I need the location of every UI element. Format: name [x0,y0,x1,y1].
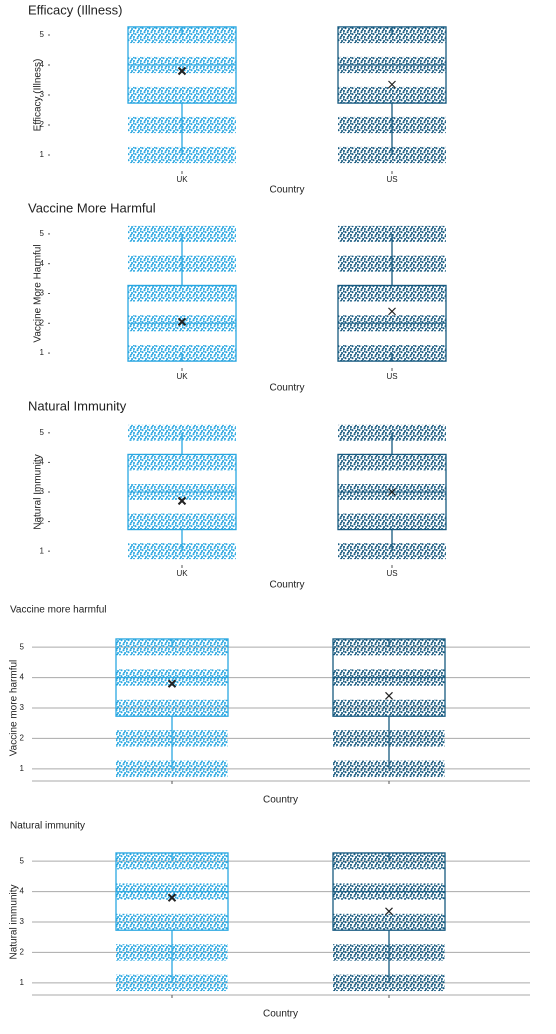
chart: Vaccine More Harmful Vaccine More Harmful… [28,200,447,394]
mean-marker [167,893,177,902]
chart: Natural Immunity Natural Immunity Country 1… [28,398,447,591]
jitter-band [338,86,446,104]
x-tick-label: US [386,175,397,184]
x-axis-label: Country [269,580,304,591]
y-tick-label: 4 [40,60,45,69]
x-axis-label: Country [269,383,304,394]
jitter-band [128,86,236,104]
x-tick-label: UK [176,372,188,381]
y-tick-label: 3 [40,289,45,298]
jitter-band [128,454,236,471]
jitter-band [116,974,228,992]
y-axis-label: Natural immunity [9,884,20,959]
mean-marker [385,691,393,700]
y-axis-label: Vaccine More Harmful [33,244,44,342]
x-tick-label: UK [176,569,188,578]
mean-marker [388,80,396,89]
y-tick-label: 4 [40,259,45,268]
jitter-band [128,424,236,441]
jitter-band [128,513,236,530]
y-axis-label: Natural Immunity [33,454,44,530]
mean-marker [385,907,393,916]
x-axis-label: Country [269,185,304,196]
mean-cross [388,488,396,496]
chart: Natural immunity Natural immunity Country 1… [9,821,530,1020]
y-tick-label: 5 [40,30,45,39]
y-tick-label: 5 [40,428,45,437]
jitter-band [338,285,446,302]
mean-marker [388,307,396,316]
y-tick-label: 3 [40,487,45,496]
y-tick-label: 2 [40,318,45,327]
jitter-band [338,345,446,362]
jitter-band [338,225,446,242]
y-tick-label: 5 [40,229,45,238]
y-tick-label: 1 [20,764,25,773]
mean-cross [167,893,177,902]
jitter-band [116,699,228,717]
mean-marker [388,488,396,496]
chart-title: Vaccine more harmful [10,605,107,616]
y-tick-label: 3 [40,90,45,99]
y-tick-label: 1 [40,348,45,357]
jitter-band [128,345,236,362]
y-tick-label: 2 [40,120,45,129]
mean-marker [177,66,187,76]
chart-title: Efficacy (Illness) [28,2,122,17]
x-tick-label: US [386,569,397,578]
jitter-band [333,760,445,778]
y-tick-label: 1 [40,546,45,555]
y-tick-label: 4 [20,673,25,682]
mean-cross [167,679,177,688]
y-axis-label: Efficacy (Illness) [33,59,44,132]
jitter-band [333,913,445,931]
jitter-band [116,913,228,931]
y-tick-label: 1 [20,978,25,987]
chart: Efficacy (Illness) Efficacy (Illness) Coun… [28,2,447,196]
jitter-band [333,974,445,992]
jitter-band [338,513,446,530]
x-axis-label: Country [263,795,298,806]
chart-title: Natural Immunity [28,398,127,413]
mean-cross [385,907,393,916]
jitter-band [128,285,236,302]
mean-cross [388,80,396,89]
y-tick-label: 3 [20,703,25,712]
y-tick-label: 3 [20,917,25,926]
chart: Vaccine more harmful Vaccine more harmful… [9,605,530,806]
x-axis-label: Country [263,1009,298,1020]
mean-cross [388,307,396,316]
jitter-band [128,225,236,242]
mean-marker [177,317,187,327]
mean-marker [167,679,177,688]
jitter-band [338,454,446,471]
y-axis-label: Vaccine more harmful [9,660,20,757]
mean-cross [177,66,187,76]
jitter-band [338,424,446,441]
chart-title: Vaccine More Harmful [28,200,156,215]
chart-title: Natural immunity [10,821,85,832]
jitter-band [333,699,445,717]
mean-cross [177,317,187,327]
y-tick-label: 2 [20,734,25,743]
y-tick-label: 2 [20,948,25,957]
y-tick-label: 4 [40,458,45,467]
mean-marker [177,496,187,506]
mean-cross [177,496,187,506]
x-tick-label: UK [176,175,188,184]
mean-cross [385,691,393,700]
y-tick-label: 5 [20,856,25,865]
jitter-band [116,760,228,778]
y-tick-label: 4 [20,887,25,896]
y-tick-label: 2 [40,517,45,526]
y-tick-label: 1 [40,150,45,159]
x-tick-label: US [386,372,397,381]
y-tick-label: 5 [20,642,25,651]
